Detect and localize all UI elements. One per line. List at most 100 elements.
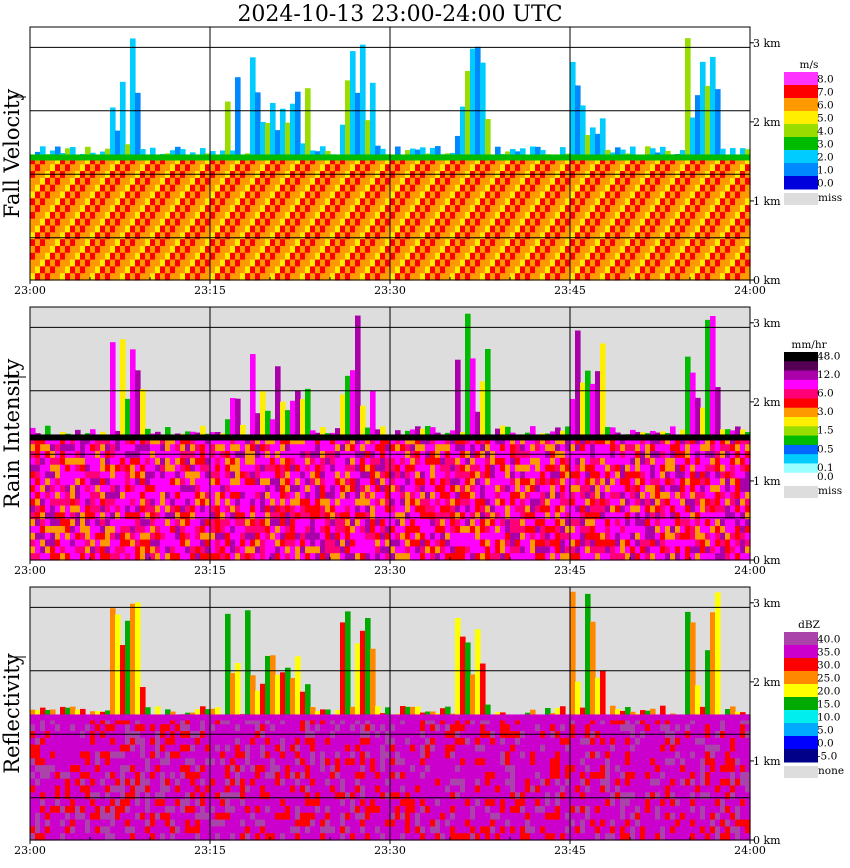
data-cell: [305, 88, 311, 158]
data-cell: [280, 252, 286, 261]
data-cell: [235, 273, 241, 281]
data-cell: [185, 451, 191, 459]
data-cell: [330, 539, 336, 547]
data-cell: [645, 245, 651, 254]
data-cell: [95, 539, 101, 547]
data-cell: [335, 218, 341, 227]
data-cell: [130, 451, 136, 459]
data-cell: [590, 157, 596, 165]
data-cell: [190, 478, 196, 486]
data-cell: [35, 491, 41, 500]
data-cell: [245, 191, 251, 199]
data-cell: [385, 273, 391, 281]
data-cell: [160, 184, 166, 193]
data-cell: [540, 205, 546, 213]
data-cell: [350, 184, 356, 193]
data-cell: [205, 478, 211, 486]
data-cell: [110, 451, 116, 459]
data-cell: [510, 191, 516, 199]
data-cell: [220, 273, 226, 281]
data-cell: [735, 198, 741, 206]
data-cell: [55, 553, 61, 561]
data-cell: [140, 553, 146, 561]
data-cell: [115, 171, 121, 179]
data-cell: [165, 266, 171, 274]
data-cell: [270, 525, 276, 534]
data-cell: [230, 491, 236, 500]
data-cell: [100, 225, 106, 233]
data-cell: [300, 546, 306, 554]
data-cell: [465, 252, 471, 261]
data-cell: [310, 451, 316, 459]
data-cell: [670, 157, 676, 165]
data-cell: [495, 177, 501, 186]
data-cell: [150, 485, 156, 493]
data-cell: [240, 424, 246, 438]
data-cell: [85, 232, 91, 240]
data-cell: [235, 266, 241, 274]
data-cell: [580, 266, 586, 274]
data-cell: [570, 519, 576, 527]
legend-swatch: [784, 163, 818, 177]
data-cell: [660, 177, 666, 186]
data-cell: [385, 198, 391, 206]
data-cell: [425, 157, 431, 165]
data-cell: [65, 464, 71, 473]
data-cell: [405, 191, 411, 199]
data-cell: [150, 252, 156, 261]
data-cell: [205, 498, 211, 507]
data-cell: [260, 539, 266, 547]
data-cell: [710, 245, 716, 254]
data-cell: [140, 225, 146, 233]
data-cell: [280, 211, 286, 220]
data-cell: [515, 211, 521, 220]
x-tick-label: 23:00: [14, 284, 46, 297]
data-cell: [115, 451, 121, 459]
data-cell: [360, 485, 366, 493]
data-cell: [690, 211, 696, 220]
data-cell: [205, 157, 211, 165]
data-cell: [125, 198, 131, 206]
data-cell: [310, 525, 316, 534]
data-cell: [215, 464, 221, 473]
data-cell: [275, 366, 281, 438]
data-cell: [130, 245, 136, 254]
data-cell: [455, 239, 461, 247]
data-cell: [485, 478, 491, 486]
data-cell: [245, 478, 251, 486]
data-cell: [455, 464, 461, 473]
data-cell: [605, 245, 611, 254]
data-cell: [245, 532, 251, 541]
data-cell: [510, 157, 516, 165]
data-cell: [415, 532, 421, 541]
data-cell: [70, 498, 76, 507]
data-cell: [575, 164, 581, 172]
data-cell: [190, 198, 196, 206]
data-cell: [155, 157, 161, 165]
data-cell: [545, 451, 551, 459]
data-cell: [560, 464, 566, 473]
data-cell: [140, 457, 146, 466]
data-cell: [45, 478, 51, 486]
data-cell: [125, 171, 131, 179]
data-cell: [550, 444, 556, 452]
data-cell: [380, 157, 386, 165]
data-cell: [550, 171, 556, 179]
data-cell: [55, 198, 61, 206]
data-cell: [680, 184, 686, 193]
data-cell: [195, 491, 201, 500]
data-cell: [595, 519, 601, 527]
data-cell: [715, 198, 721, 206]
data-cell: [320, 211, 326, 220]
data-cell: [280, 266, 286, 274]
data-cell: [690, 225, 696, 233]
data-cell: [495, 198, 501, 206]
data-cell: [230, 171, 236, 179]
data-cell: [175, 444, 181, 452]
data-cell: [325, 539, 331, 547]
data-cell: [275, 225, 281, 233]
data-cell: [520, 532, 526, 541]
data-cell: [600, 184, 606, 193]
data-cell: [160, 478, 166, 486]
data-cell: [695, 218, 701, 227]
